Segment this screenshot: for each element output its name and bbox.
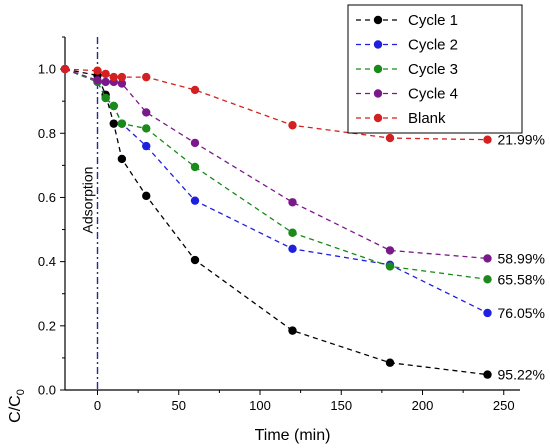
data-point — [142, 141, 151, 151]
data-point — [190, 162, 200, 172]
data-point — [109, 119, 118, 128]
x-tick-label: 50 — [172, 398, 186, 413]
plot-axes: 0 50 100 150 200 250 0.0 0.2 0.4 0.6 0.8 1.0 — [38, 36, 520, 413]
legend-label: Blank — [408, 110, 446, 127]
series-line — [64, 68, 488, 141]
data-point — [142, 108, 151, 117]
end-label: 21.99% — [498, 132, 545, 148]
end-label: 65.58% — [498, 271, 545, 287]
y-tick-label: 0.0 — [38, 383, 56, 398]
data-point — [483, 135, 492, 144]
end-labels: 95.22% 76.05% 65.58% 58.99% 21.99% — [498, 132, 545, 383]
data-point — [385, 133, 395, 143]
data-point — [385, 246, 395, 255]
data-point — [483, 254, 492, 263]
data-point — [117, 79, 127, 88]
data-point — [93, 76, 102, 85]
y-tick-label: 1.0 — [38, 62, 56, 77]
data-point — [288, 326, 297, 335]
x-axis-label: Time (min) — [255, 427, 331, 444]
data-point — [109, 101, 118, 111]
series-layer — [60, 64, 492, 379]
data-point — [117, 154, 127, 164]
y-axis-label-subscript: 0 — [15, 389, 27, 395]
legend-marker — [373, 40, 383, 49]
data-point — [190, 138, 200, 148]
legend-label: Cycle 1 — [408, 12, 458, 29]
x-tick-label: 150 — [330, 398, 352, 413]
legend-marker — [373, 113, 383, 123]
legend-label: Cycle 2 — [408, 37, 458, 54]
series-line — [64, 68, 488, 376]
y-axis-label-main: C/C — [7, 395, 24, 423]
data-point — [288, 244, 297, 253]
x-tick-label: 250 — [493, 398, 515, 413]
legend-label: Cycle 3 — [408, 61, 458, 78]
end-label: 58.99% — [498, 250, 545, 266]
data-point — [288, 198, 297, 207]
x-tick-label: 0 — [94, 398, 101, 413]
x-tick-label: 200 — [412, 398, 434, 413]
data-point — [60, 64, 70, 74]
legend-item: Cycle 3 — [356, 61, 458, 78]
y-tick-label: 0.6 — [38, 190, 56, 205]
series-blank — [60, 64, 492, 144]
legend: Cycle 1 Cycle 2 Cycle 3 Cycle 4 Blank — [347, 4, 523, 134]
end-label: 95.22% — [498, 367, 545, 383]
data-point — [142, 124, 151, 133]
data-point — [483, 370, 492, 379]
data-point — [93, 66, 102, 75]
adsorption-label: Adsorption — [80, 167, 96, 234]
data-point — [109, 72, 118, 82]
data-point — [288, 121, 297, 130]
legend-marker — [373, 89, 383, 98]
data-point — [483, 275, 492, 284]
data-point — [385, 262, 395, 271]
series-cycle-3 — [60, 64, 492, 284]
legend-item: Cycle 1 — [356, 12, 458, 29]
legend-marker — [373, 15, 383, 25]
data-point — [142, 191, 151, 201]
data-point — [385, 358, 395, 367]
y-axis-label: C/C0 — [7, 389, 27, 423]
data-point — [142, 72, 151, 82]
data-point — [190, 85, 200, 95]
data-point — [101, 93, 110, 103]
adsorption-annotation: Adsorption — [80, 37, 99, 390]
legend-marker — [373, 64, 383, 74]
data-point — [288, 228, 297, 237]
data-point — [101, 77, 110, 87]
series-line — [64, 68, 488, 314]
data-point — [101, 69, 110, 79]
legend-label: Cycle 4 — [408, 86, 458, 103]
data-point — [117, 119, 127, 128]
legend-item: Cycle 2 — [356, 37, 458, 54]
data-point — [483, 308, 492, 318]
data-point — [117, 72, 127, 82]
end-label: 76.05% — [498, 305, 545, 321]
legend-item: Cycle 4 — [356, 86, 458, 103]
x-tick-label: 100 — [249, 398, 271, 413]
legend-item: Blank — [356, 110, 446, 127]
y-tick-label: 0.8 — [38, 126, 56, 141]
y-tick-label: 0.4 — [38, 254, 56, 269]
y-tick-label: 0.2 — [38, 318, 56, 333]
data-point — [190, 255, 200, 265]
data-point — [190, 196, 200, 205]
